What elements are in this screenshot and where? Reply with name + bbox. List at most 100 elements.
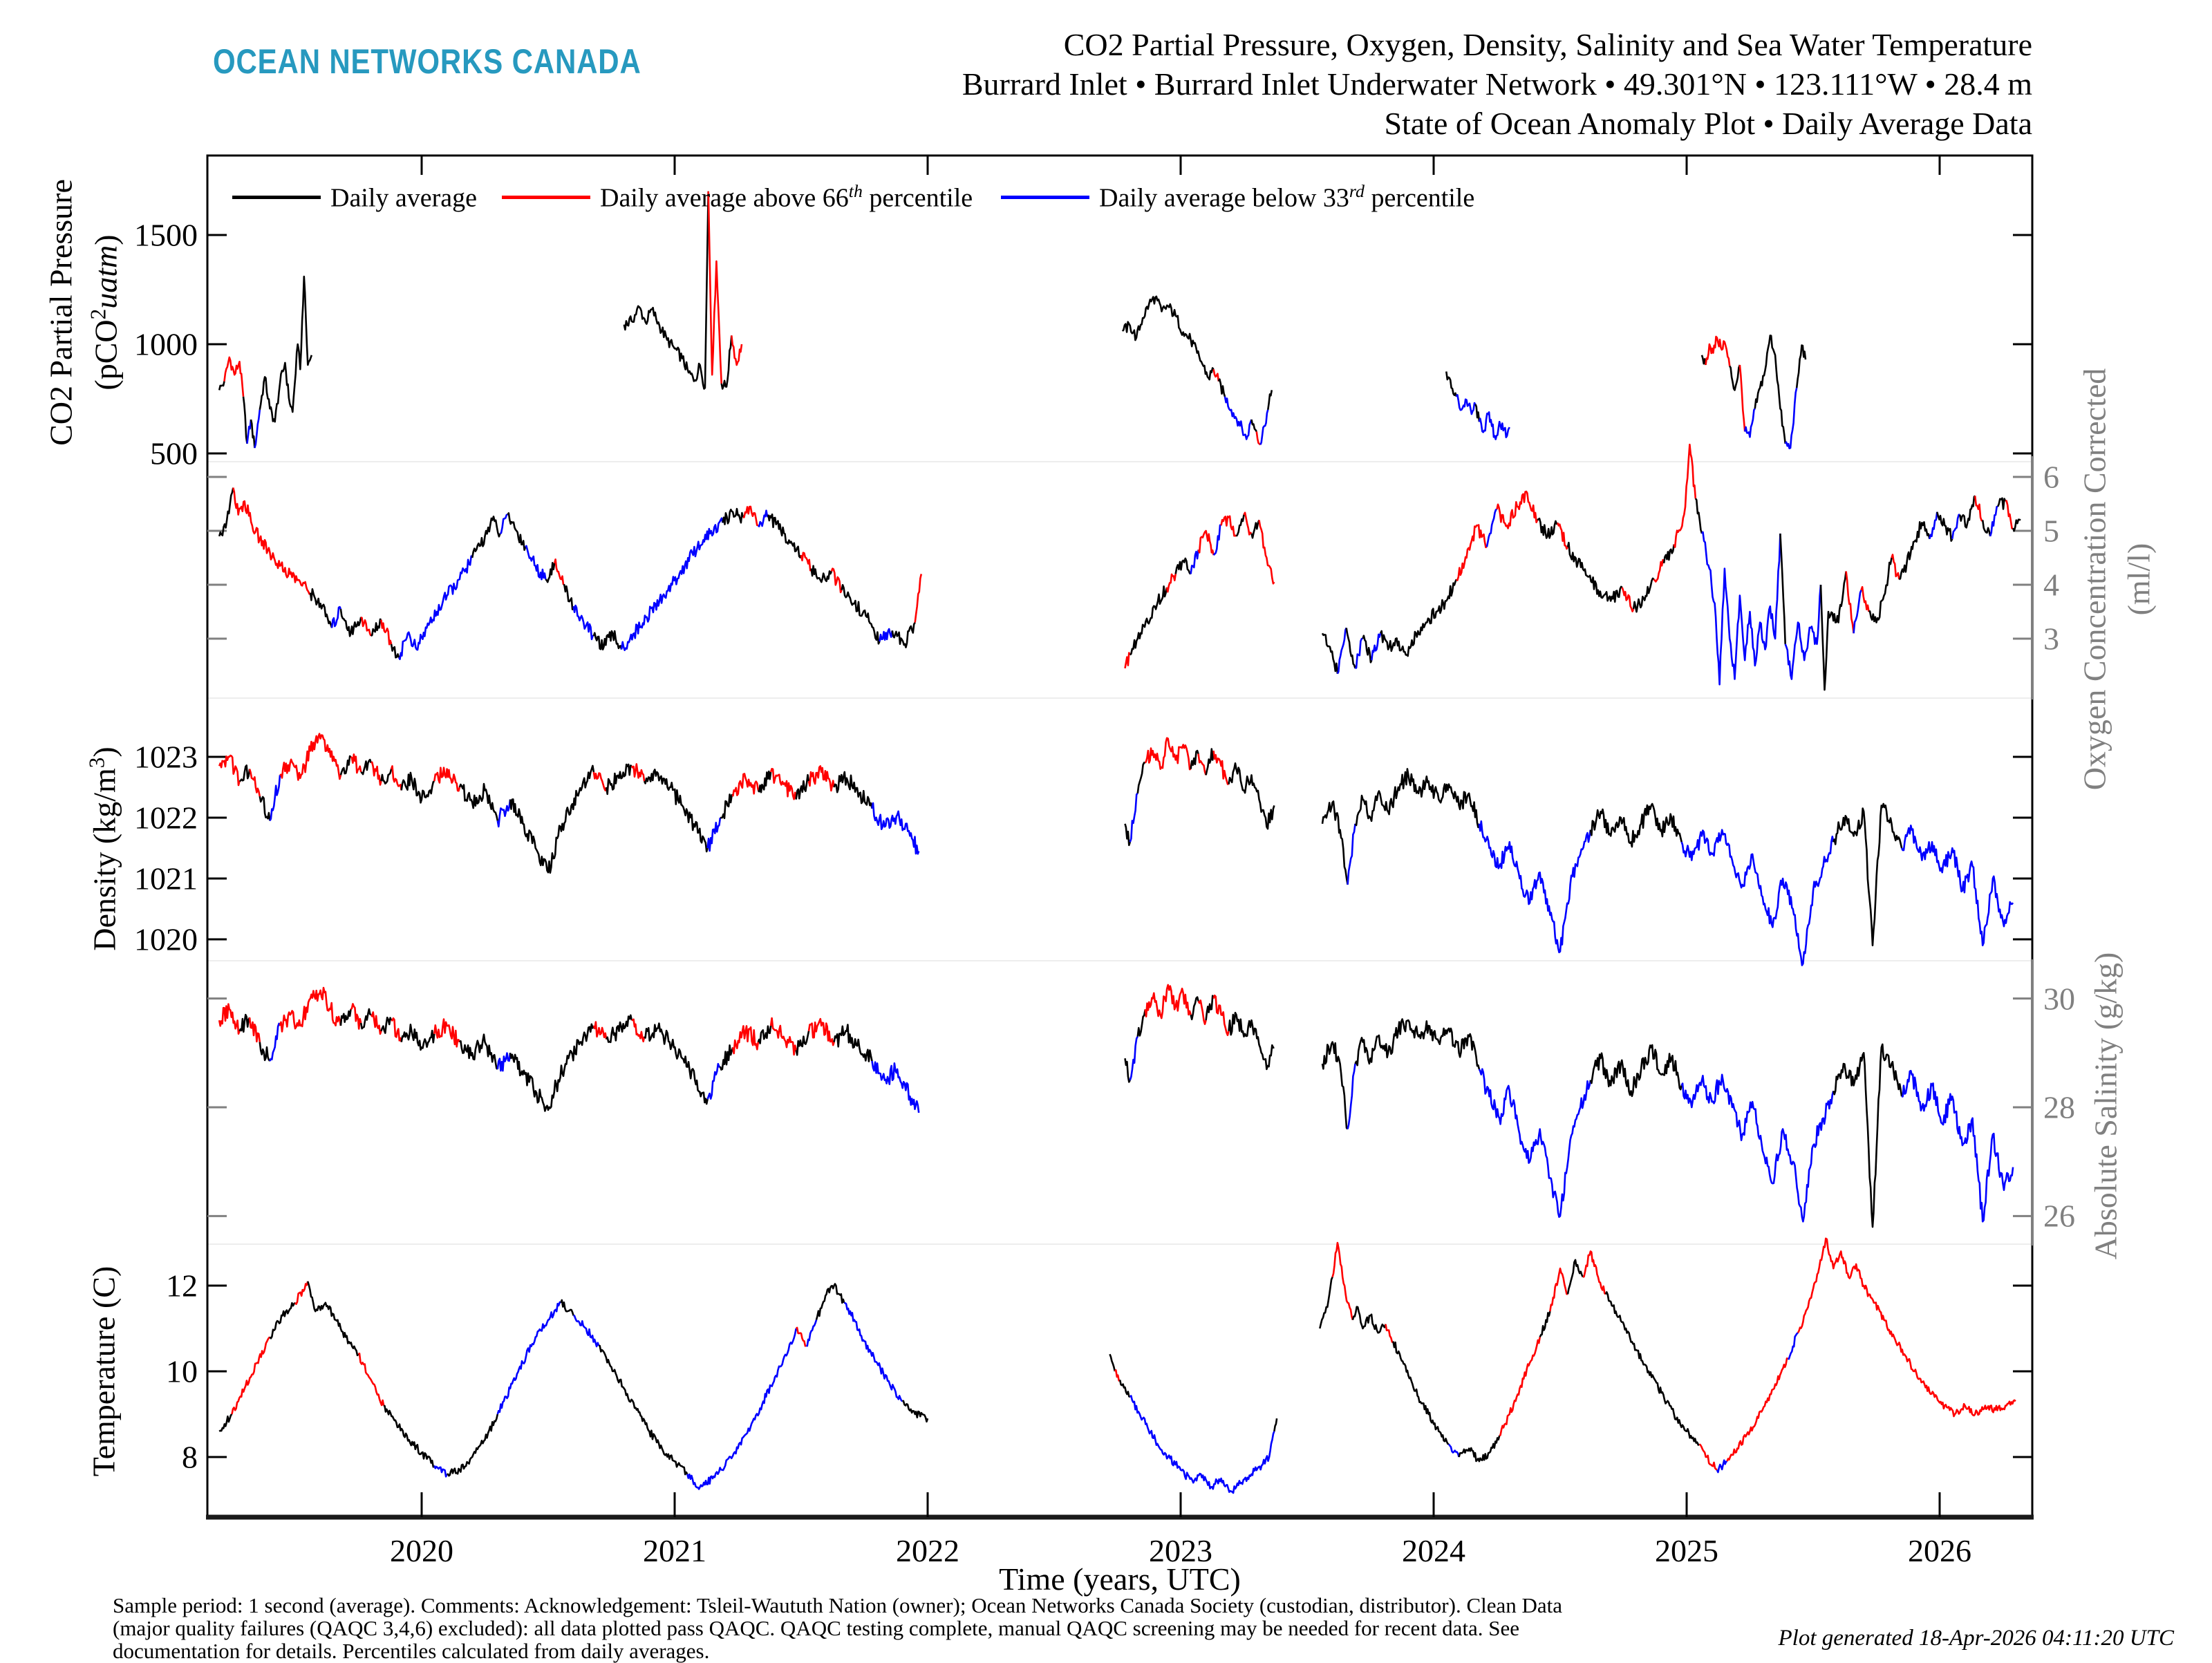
series-oxygen-line [1220,515,1237,537]
series-oxygen-line [572,604,594,641]
series-salinity-line [1354,1018,1481,1070]
series-oxygen-line [810,565,833,583]
series-oxygen-line [499,514,508,535]
series-temperature-line [1604,1291,1700,1446]
series-oxygen-line [2012,518,2021,532]
series-salinity-line [1589,1044,1683,1098]
series-oxygen-line [1951,514,1960,539]
series-pco2-line [1754,335,1786,444]
series-salinity-line [871,1060,920,1114]
series-oxygen-line [1784,584,1822,680]
series-oxygen-line [563,583,574,611]
series-oxygen-line [360,616,372,637]
series-pco2-line [1212,369,1220,382]
series-salinity-line [1190,996,1199,1021]
series-oxygen-line [1250,519,1260,539]
series-oxygen-line [1379,579,1458,657]
series-salinity-line [1129,1036,1138,1081]
legend-item-daily-average: Daily average [232,181,477,214]
series-oxygen-line [1632,577,1655,613]
series-density-line [795,773,810,800]
series-pco2-line [1121,295,1215,381]
series-oxygen-line [1197,529,1215,556]
legend-label: Daily average below 33rd percentile [1099,181,1475,213]
y-tick-label-pco2-500: 500 [150,435,198,471]
series-temperature-line [231,1336,271,1415]
series-density-line [1478,820,1592,954]
series-salinity-line [1680,1073,1835,1223]
y-axis-label-temperature: Temperature (C) [86,1266,122,1477]
series-temperature-line [1458,1435,1501,1463]
series-temperature-line [1114,1369,1121,1382]
series-salinity-line [757,1025,772,1044]
series-density-line [350,753,362,774]
series-oxygen-line [1929,511,1938,540]
x-tick-label-2023: 2023 [1149,1533,1212,1568]
series-density-line [592,771,608,791]
y-tick-label-temperature-12: 12 [166,1268,198,1304]
legend-item-below-33rd: Daily average below 33rd percentile [1001,181,1474,214]
series-pco2-line [223,356,245,397]
series-temperature-line [686,1328,797,1490]
series-salinity-line [1197,999,1207,1025]
series-oxygen-line [1989,505,1998,537]
series-density-line [1212,751,1229,785]
series-temperature-line [269,1302,296,1340]
series-density-line [1900,825,2014,947]
series-temperature-line [357,1352,385,1407]
series-salinity-line [1124,1058,1131,1083]
series-temperature-line [1716,1459,1727,1474]
series-pco2 [218,191,1807,450]
series-salinity-line [644,1022,709,1105]
series-density-line [496,799,512,828]
series-temperature-line [496,1301,561,1415]
series-oxygen-line [1845,571,1855,634]
series-temperature-line [307,1281,359,1357]
series-oxygen-line [800,552,812,572]
footer-note-line1: Sample period: 1 second (average). Comme… [113,1593,1563,1617]
series-oxygen-line [1129,585,1168,656]
series-temperature-line [294,1281,309,1305]
series-salinity [218,984,2014,1228]
series-temperature-line [1392,1341,1450,1445]
series-oxygen-line [1853,590,1862,634]
series-salinity-line [833,1024,873,1062]
series-pco2-line [1784,387,1798,450]
title-line-2: Burrard Inlet • Burrard Inlet Underwater… [962,66,2032,102]
series-density-line [720,793,734,820]
title-line-3: State of Ocean Anomaly Plot • Daily Aver… [1384,106,2032,141]
series-oxygen-line [218,487,234,537]
series-density-line [807,765,835,792]
series-pco2-line [242,396,248,444]
x-tick-label-2022: 2022 [896,1533,959,1568]
series-density-line [1197,753,1207,776]
series-pco2-line [246,419,252,444]
series-oxygen-line [1557,522,1569,550]
series-salinity-line [433,1018,461,1048]
series-oxygen-line [841,583,881,645]
series-density-line [433,767,461,792]
title-line-1: CO2 Partial Pressure, Oxygen, Density, S… [1063,27,2032,62]
series-density-line [400,771,435,804]
series-density [218,733,2014,966]
series-oxygen-line [1212,524,1221,556]
series-pco2-line [1455,394,1477,415]
series-salinity-line [218,1003,241,1035]
x-tick-label-2026: 2026 [1908,1533,1971,1568]
series-pco2-line [1474,404,1481,422]
series-density-line [1833,802,1903,947]
series-temperature-line [1698,1443,1718,1471]
series-oxygen-line [1336,627,1347,675]
y-tick-label-oxygen-5: 5 [2043,513,2059,549]
series-pco2-line [1700,355,1707,366]
series-density-line [1205,748,1215,776]
series-oxygen-line [1996,497,2007,510]
series-salinity-line [1144,984,1192,1020]
series-salinity-line [248,1017,261,1043]
series-pco2-line [731,335,743,366]
series-salinity-line [459,1033,498,1070]
y-tick-label-salinity-28: 28 [2043,1089,2075,1125]
series-temperature-line [560,1299,574,1316]
series-oxygen-line [309,588,333,628]
series-oxygen-line [1243,511,1253,536]
